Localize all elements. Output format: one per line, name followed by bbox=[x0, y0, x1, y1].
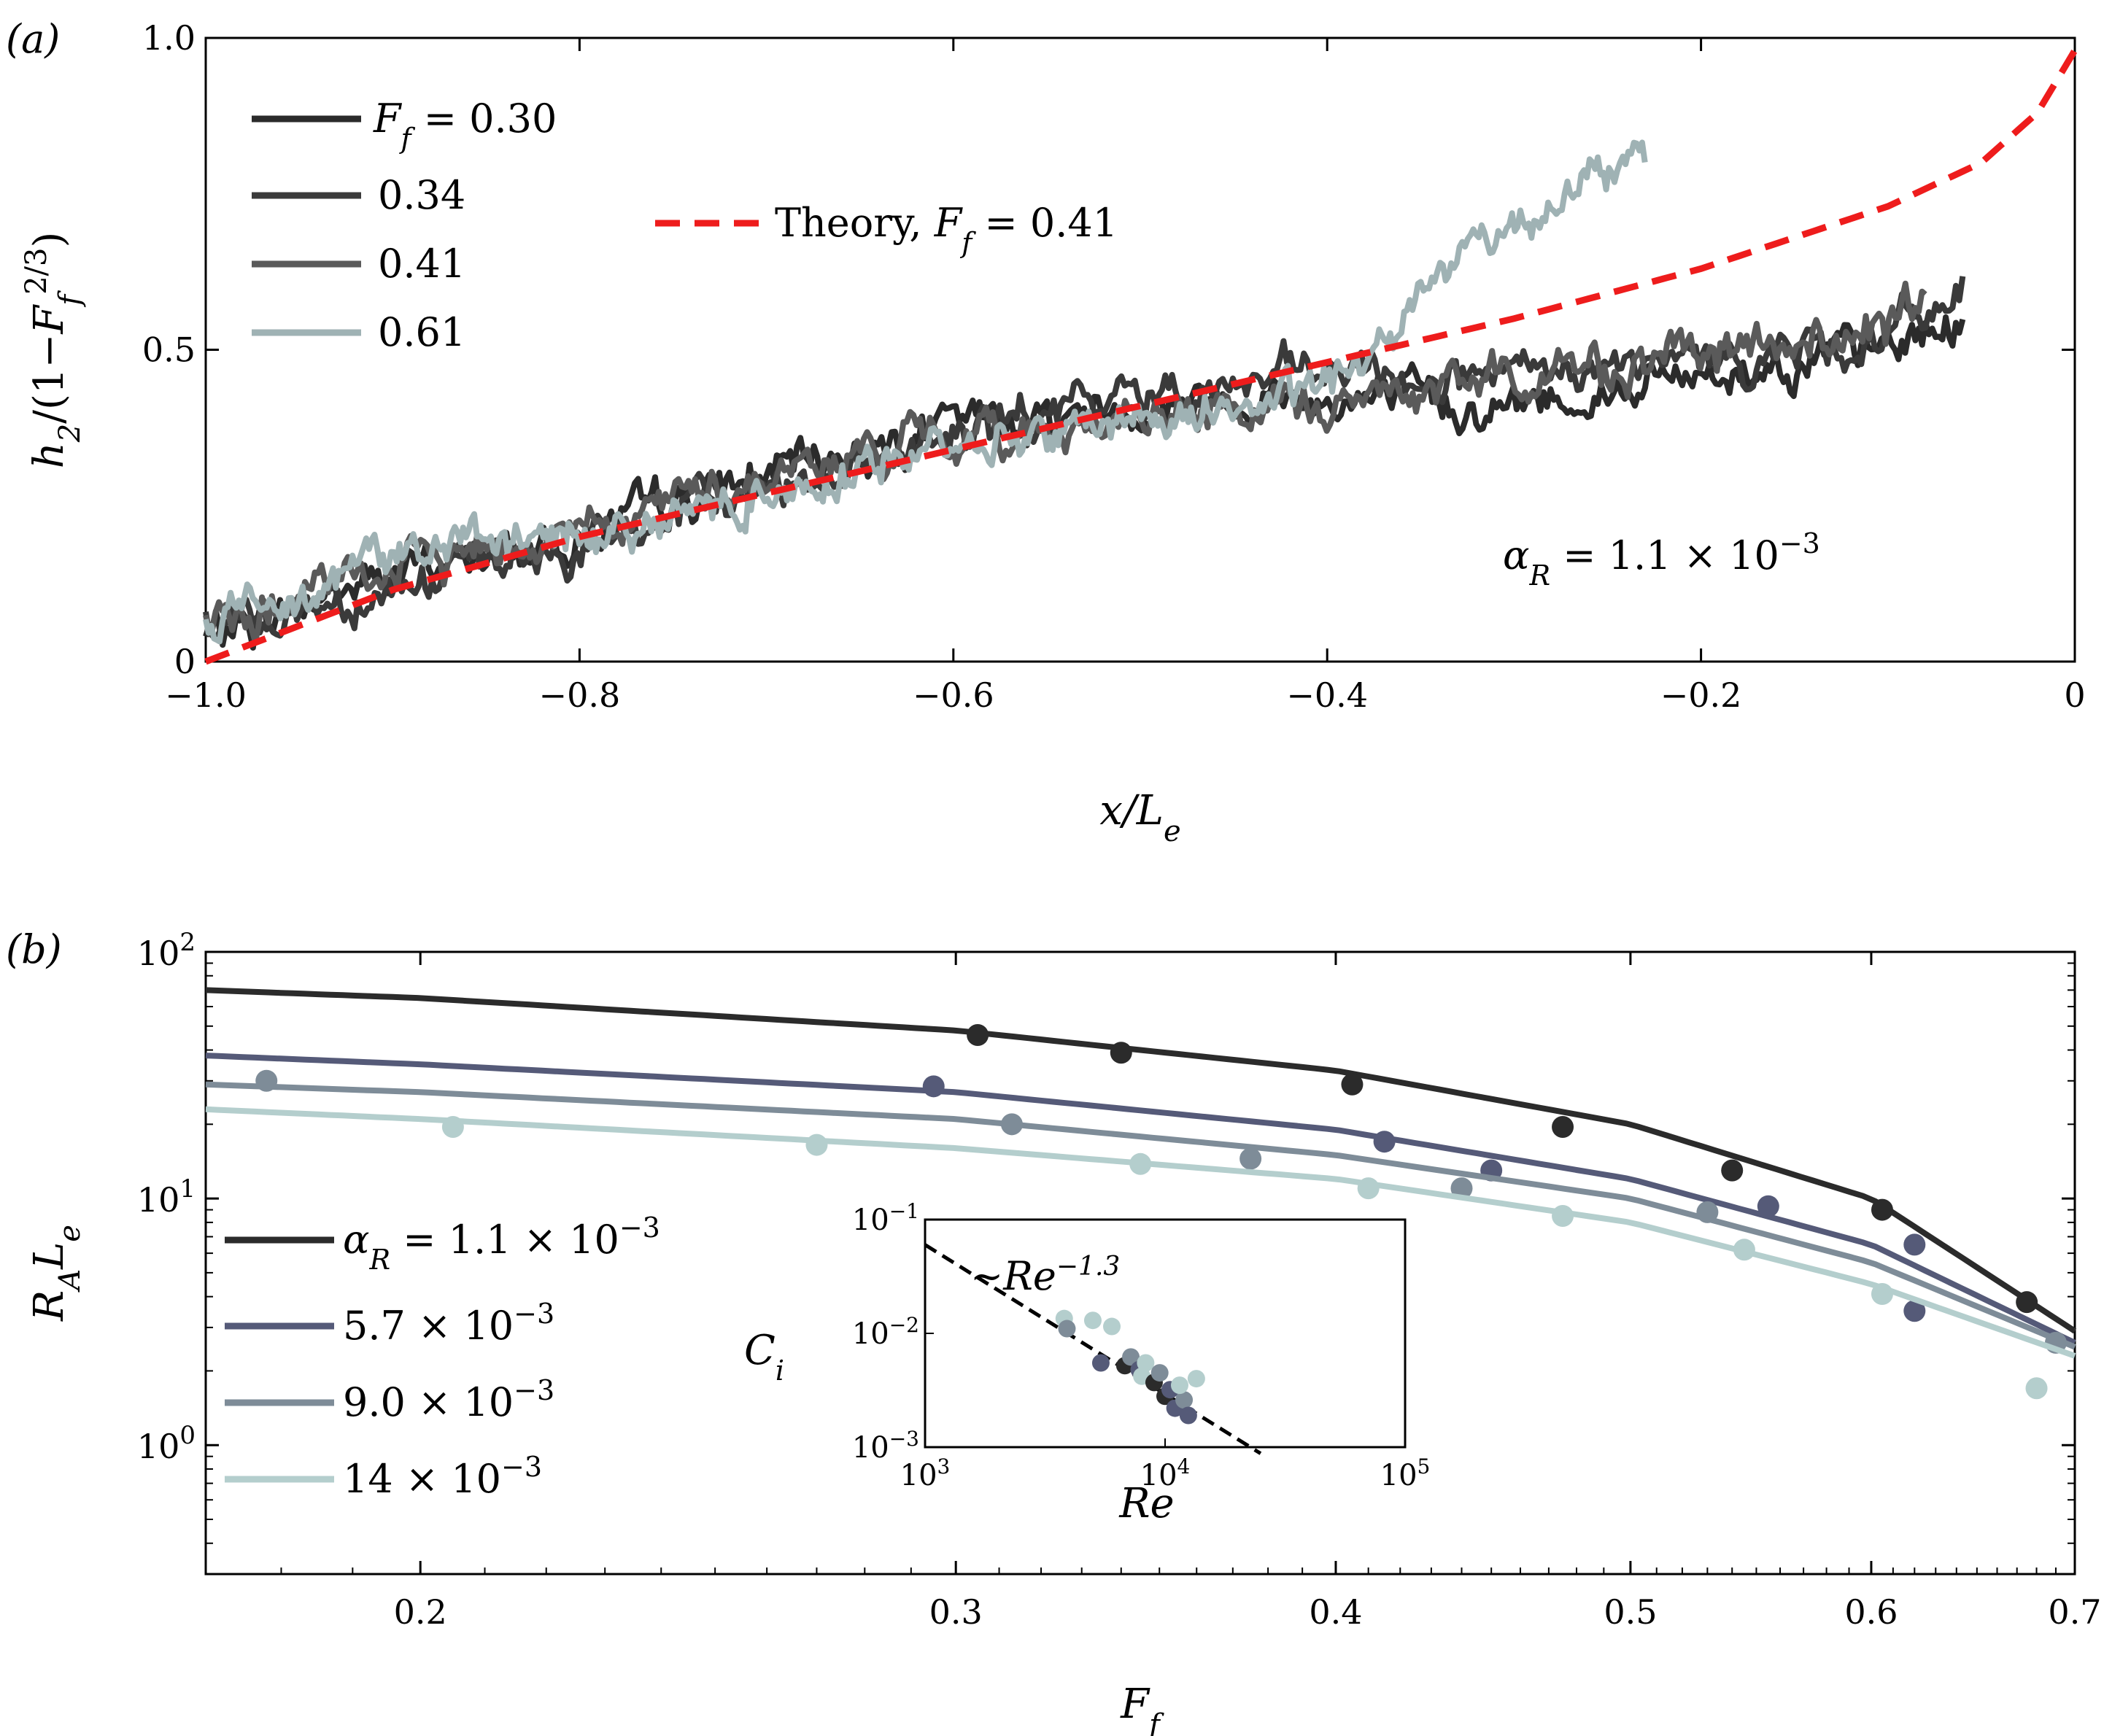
xtick-label: −0.4 bbox=[1286, 675, 1368, 715]
data-point bbox=[1903, 1233, 1926, 1256]
inset-data-point bbox=[1058, 1320, 1076, 1338]
data-point bbox=[1733, 1239, 1755, 1261]
data-point bbox=[1721, 1159, 1744, 1182]
ytick-label: 100 bbox=[137, 1421, 196, 1466]
xtick-label: 0.6 bbox=[1844, 1592, 1898, 1632]
ytick-label: 101 bbox=[137, 1174, 196, 1220]
panel-a-ticks: −1.0 −0.8 −0.6 −0.4 −0.2 0 0 0.5 1.0 bbox=[142, 18, 2086, 715]
xtick-label: 0.3 bbox=[929, 1592, 983, 1632]
data-point bbox=[2025, 1377, 2048, 1400]
inset-frame bbox=[924, 1218, 1407, 1449]
data-point bbox=[922, 1075, 945, 1098]
inset-fit-label: ~Re−1.3 bbox=[970, 1252, 1120, 1300]
inset-xtick-label: 103 bbox=[900, 1454, 951, 1493]
theory-curve bbox=[204, 48, 2078, 665]
panel-a-ylabel: h2/(1−Ff2/3) bbox=[20, 232, 87, 469]
xtick-label: 0.2 bbox=[394, 1592, 447, 1632]
panel-a: (a) −1.0 −0.8 −0.6 −0.4 −0.2 0 0 0.5 1.0 x/Le h2… bbox=[6, 16, 2086, 848]
inset-data-point bbox=[1175, 1391, 1194, 1409]
inset-data-point bbox=[1103, 1317, 1121, 1336]
inset-xtick-label: 105 bbox=[1380, 1454, 1431, 1493]
inset-ytick-label: 10−1 bbox=[852, 1199, 919, 1238]
panel-b-legend: αR = 1.1 × 10−3 5.7 × 10−3 9.0 × 10−3 14… bbox=[225, 1212, 660, 1502]
legend-label-alpha-1.1: αR = 1.1 × 10−3 bbox=[343, 1212, 660, 1276]
inset-chart: 103 104 105 10−1 10−2 10−3 ~Re−1.3 Re Ci bbox=[744, 1199, 1430, 1528]
series-line-0.61 bbox=[203, 139, 1648, 645]
xtick-label: 0.4 bbox=[1309, 1592, 1362, 1632]
panel-b-frame bbox=[204, 950, 2076, 1576]
data-point bbox=[1357, 1177, 1380, 1200]
data-point bbox=[1373, 1131, 1396, 1153]
inset-data-point bbox=[1179, 1406, 1197, 1425]
inset-xlabel: Re bbox=[1118, 1480, 1174, 1527]
inset-xtick-label: 104 bbox=[1140, 1454, 1191, 1493]
legend-label-0.61: 0.61 bbox=[378, 309, 465, 355]
inset-ytick-label: 10−2 bbox=[852, 1313, 919, 1352]
ytick-label: 0 bbox=[174, 642, 196, 681]
legend-label-alpha-9.0: 9.0 × 10−3 bbox=[343, 1374, 554, 1425]
panel-b-xlabel: Ff bbox=[1120, 1681, 1164, 1736]
data-point bbox=[1871, 1283, 1893, 1306]
inset-ytick-label: 10−3 bbox=[852, 1427, 919, 1465]
inset-ticks: 103 104 105 10−1 10−2 10−3 bbox=[852, 1199, 1431, 1493]
ytick-label: 102 bbox=[137, 928, 196, 973]
legend-label-theory: Theory, Ff = 0.41 bbox=[775, 200, 1118, 259]
data-point bbox=[255, 1069, 278, 1092]
data-point bbox=[441, 1116, 464, 1139]
legend-label-0.34: 0.34 bbox=[378, 172, 465, 218]
legend-label-0.30: Ff = 0.30 bbox=[373, 96, 557, 155]
xtick-label: 0.7 bbox=[2048, 1592, 2101, 1632]
data-point bbox=[1903, 1300, 1926, 1322]
data-point bbox=[1757, 1195, 1779, 1217]
panel-a-annotation: αR = 1.1 × 10−3 bbox=[1503, 527, 1820, 592]
data-point bbox=[1450, 1177, 1473, 1200]
inset-data-point bbox=[1150, 1364, 1169, 1382]
xtick-label: −0.2 bbox=[1660, 675, 1742, 715]
xtick-label: −1.0 bbox=[165, 675, 247, 715]
legend-label-0.41: 0.41 bbox=[378, 241, 465, 287]
inset-series bbox=[924, 1243, 1262, 1455]
legend-label-alpha-5.7: 5.7 × 10−3 bbox=[343, 1298, 554, 1349]
data-point bbox=[1129, 1152, 1152, 1175]
inset-fit-line bbox=[924, 1243, 1262, 1455]
panel-a-label: (a) bbox=[6, 16, 60, 62]
panel-a-xlabel: x/Le bbox=[1099, 787, 1180, 848]
inset-data-point bbox=[1187, 1370, 1205, 1388]
data-point bbox=[1696, 1201, 1719, 1223]
xtick-label: 0.5 bbox=[1604, 1592, 1657, 1632]
ytick-label: 0.5 bbox=[142, 330, 196, 370]
panel-b-ticks: 0.2 0.3 0.4 0.5 0.6 0.7 100 101 102 bbox=[137, 928, 2102, 1632]
panel-b-label: (b) bbox=[6, 926, 62, 972]
data-point bbox=[1552, 1204, 1574, 1227]
data-point bbox=[2016, 1291, 2038, 1314]
data-point bbox=[1871, 1198, 1893, 1221]
inset-data-point bbox=[1137, 1354, 1155, 1372]
panel-a-legend: Ff = 0.30 0.34 0.41 0.61 Theory, Ff = 0.… bbox=[252, 96, 1118, 355]
series-line-0.34 bbox=[203, 276, 1966, 643]
data-point bbox=[967, 1024, 989, 1047]
fit-curve-2 bbox=[205, 1081, 2076, 1350]
xtick-label: −0.6 bbox=[913, 675, 994, 715]
data-point bbox=[805, 1134, 828, 1156]
xtick-label: −0.8 bbox=[539, 675, 621, 715]
inset-ylabel: Ci bbox=[744, 1327, 784, 1387]
panel-a-series bbox=[203, 48, 2078, 665]
ytick-label: 1.0 bbox=[142, 18, 196, 58]
fit-curve-0 bbox=[205, 987, 2077, 1334]
data-point bbox=[1341, 1073, 1364, 1096]
inset-data-point bbox=[1170, 1376, 1188, 1395]
panel-b-ylabel: RALe bbox=[26, 1225, 87, 1322]
legend-label-alpha-14: 14 × 10−3 bbox=[343, 1451, 542, 1502]
inset-data-point bbox=[1083, 1311, 1102, 1330]
inset-data-point bbox=[1122, 1348, 1140, 1366]
data-point bbox=[1000, 1113, 1023, 1136]
xtick-label: 0 bbox=[2064, 675, 2085, 715]
panel-b-series bbox=[205, 987, 2077, 1400]
inset-data-point bbox=[1091, 1354, 1110, 1372]
data-point bbox=[1552, 1116, 1574, 1139]
data-point bbox=[1239, 1147, 1262, 1170]
data-point bbox=[1110, 1042, 1132, 1064]
